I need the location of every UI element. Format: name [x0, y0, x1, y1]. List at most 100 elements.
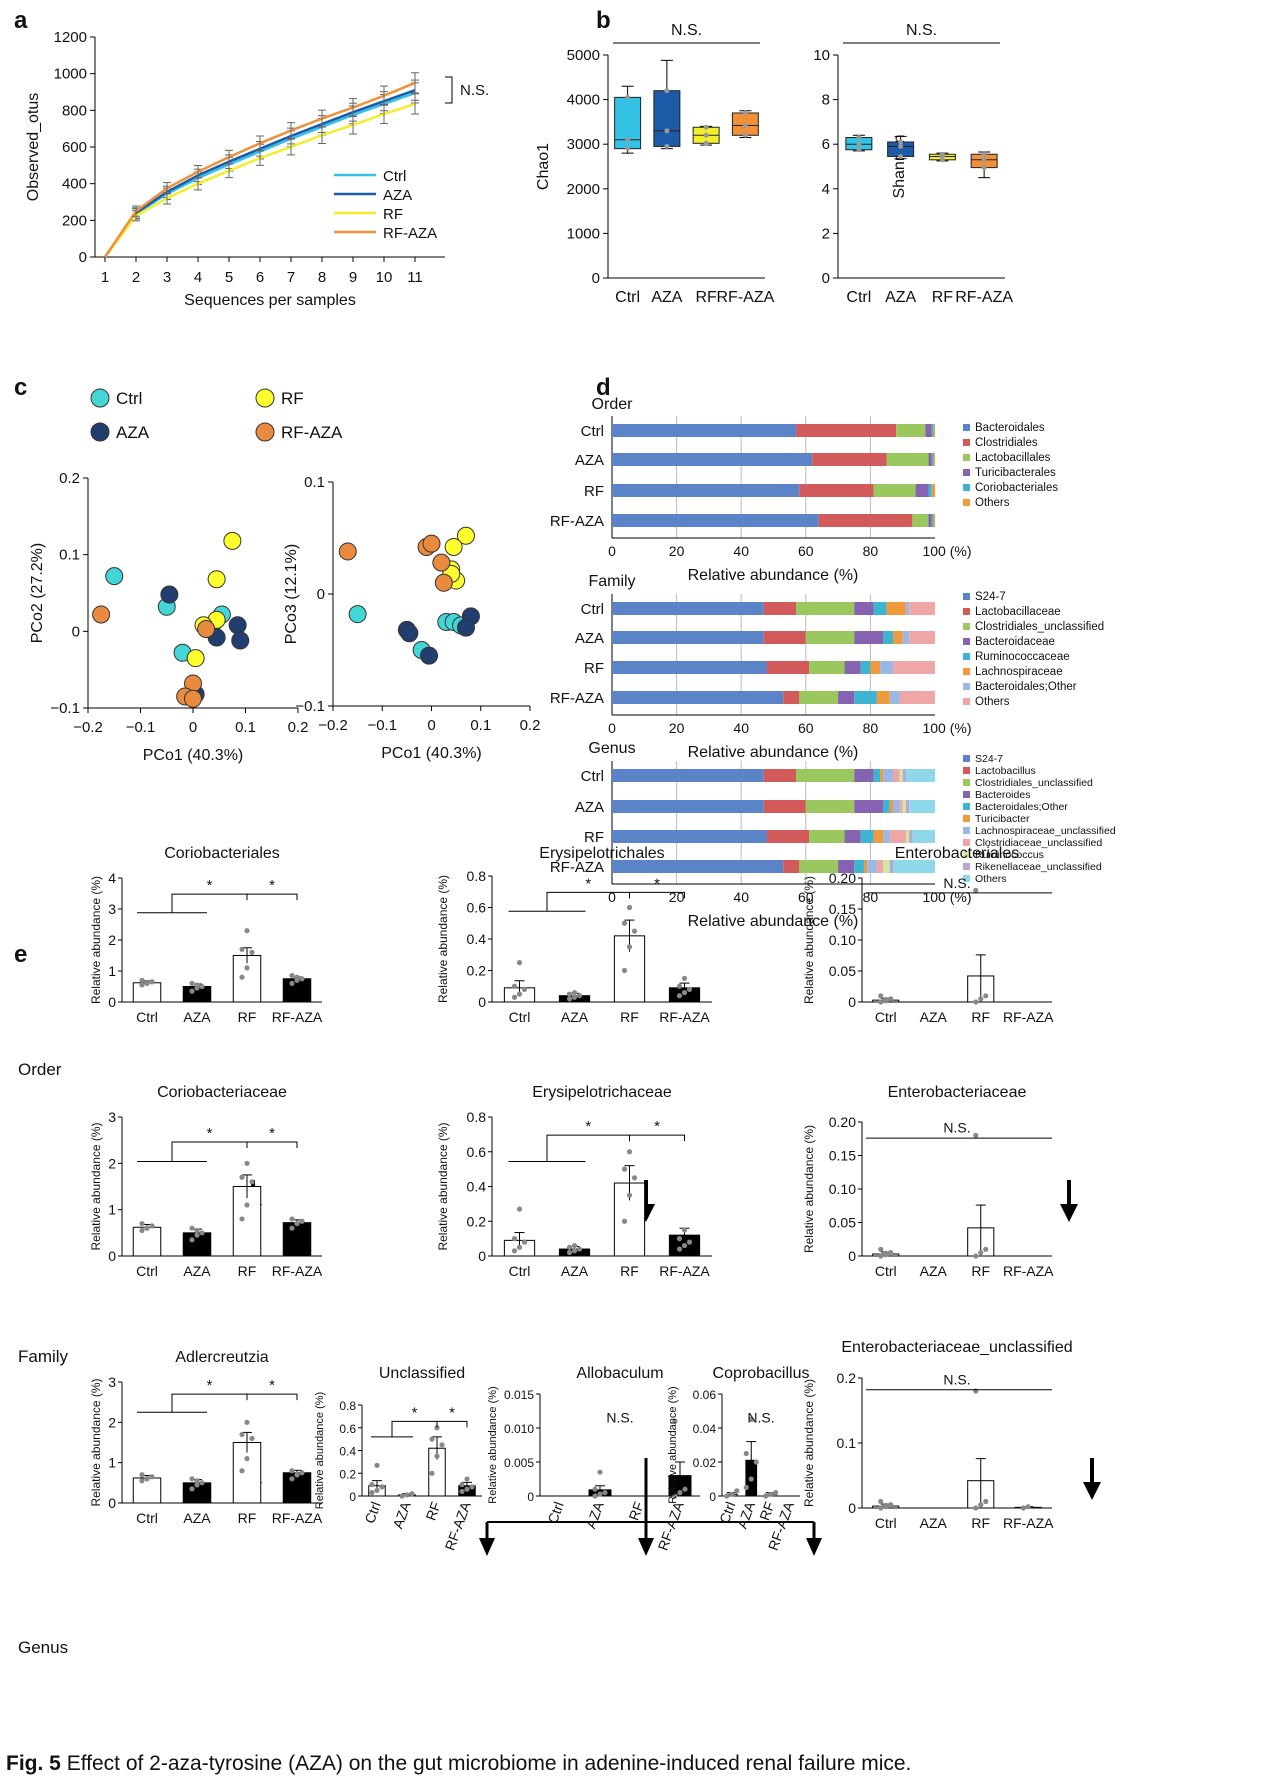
data-point	[1025, 1504, 1031, 1510]
sig-star: *	[269, 1377, 275, 1394]
x-tick-label: 2	[132, 269, 140, 286]
x-tick-label: 0	[608, 720, 616, 736]
x-tick-label: 0.2	[288, 719, 309, 736]
point-RF-AZA	[197, 620, 216, 639]
data-point	[244, 965, 250, 971]
sig-star: *	[269, 1125, 275, 1142]
segment-Bacteroides	[854, 800, 884, 813]
data-point	[566, 1249, 573, 1256]
data-point	[676, 1246, 683, 1252]
legend-label: Others	[975, 696, 1010, 708]
segment-Clostridiales_unclassified	[805, 800, 855, 813]
data-point	[626, 944, 633, 950]
panel-letter-c: c	[14, 374, 27, 401]
y-tick-label: 0.15	[829, 901, 856, 917]
sig-star: *	[585, 1118, 591, 1135]
legend-label: Lactobacillales	[975, 452, 1051, 464]
data-point	[576, 1246, 583, 1252]
data-point	[888, 996, 894, 1002]
y-tick-label: 200	[62, 212, 87, 229]
legend-label-RF: RF	[383, 206, 403, 223]
legend-label: Clostridiales_unclassified	[975, 621, 1104, 633]
y-axis-label: PCo3 (12.1%)	[283, 544, 300, 645]
data-point	[686, 986, 693, 993]
segment-Bacteroidales;Other	[883, 800, 890, 813]
x-tick-label: RF	[238, 1510, 257, 1526]
chart-title: Erysipelotrichaceae	[532, 1084, 672, 1101]
legend-label: Ruminococcaceae	[975, 651, 1070, 663]
x-tick-label: Ctrl	[875, 1009, 897, 1025]
data-point	[189, 1486, 195, 1492]
data-point	[773, 1490, 779, 1496]
y-axis-label: Relative abundance (%)	[487, 1386, 499, 1503]
y-tick-label: 3	[108, 1109, 116, 1125]
y-tick-label: 1000	[567, 225, 600, 242]
data-point	[194, 982, 200, 988]
row-label-genus: Genus	[18, 1638, 68, 1657]
x-tick-label: RF-AZA	[659, 1263, 710, 1279]
legend-swatch	[963, 638, 970, 645]
segment-Clostridiales	[818, 514, 913, 527]
sig-star: *	[585, 875, 591, 892]
sig-bracket-2	[629, 891, 685, 899]
legend-swatch	[963, 454, 970, 461]
x-tick-label: RF	[971, 1515, 990, 1531]
segment-Clostridiales_unclassified	[809, 661, 845, 674]
data-point	[676, 1236, 683, 1242]
x-tick-label: AZA	[920, 1515, 948, 1531]
ns-label: N.S.	[606, 1410, 633, 1426]
chart-box-Chao1: 0 1000 2000 3000 4000 5000 Chao1 Ctrl AZA RF RF-AZ…	[535, 22, 775, 306]
data-point	[429, 1436, 435, 1442]
data-point	[459, 1482, 465, 1488]
y-axis-label: Relative abundance (%)	[314, 1392, 326, 1509]
chart-title: Order	[592, 396, 634, 413]
data-point	[521, 1239, 528, 1245]
legend-label: Rikenellaceae_unclassified	[975, 861, 1102, 873]
legend-swatch	[963, 779, 970, 786]
x-tick-label: AZA	[582, 1499, 607, 1531]
data-point	[703, 124, 709, 130]
y-tick-label: 400	[62, 176, 87, 193]
legend-label: Ruminococcus	[975, 849, 1044, 861]
x-tick-label: 0.2	[520, 717, 541, 734]
y-tick-label: 0.05	[829, 963, 856, 979]
y-tick-label: 2	[822, 225, 830, 242]
x-tick-label: AZA	[561, 1263, 589, 1279]
segment-Lachnospiraceae_unclassified	[883, 769, 894, 782]
data-point	[856, 141, 862, 147]
legend-label: Turicibacter	[975, 813, 1030, 825]
figure-caption: Fig. 5 Effect of 2-aza-tyrosine (AZA) on…	[6, 1752, 1256, 1776]
x-tick-label: AZA	[734, 1499, 759, 1531]
y-tick-label: 0.05	[829, 1215, 856, 1231]
x-tick-label: 20	[669, 720, 685, 736]
row-label-family: Family	[18, 1347, 69, 1366]
data-point	[244, 1419, 250, 1425]
data-point	[521, 986, 528, 993]
segment-Bacteroidaceae	[854, 602, 874, 615]
x-tick-label: 11	[407, 269, 423, 286]
y-tick-label: 0	[108, 1248, 116, 1264]
chart-title: Genus	[588, 740, 635, 757]
x-tick-label: AZA	[920, 1263, 948, 1279]
data-point	[516, 1206, 523, 1212]
point-RF	[207, 570, 226, 589]
data-point	[144, 1225, 150, 1231]
segment-S24-7	[612, 769, 764, 782]
data-point	[734, 1488, 740, 1494]
chart-title: Coriobacteriales	[164, 845, 280, 862]
data-point	[664, 88, 670, 94]
segment-Lactobacillaceae	[763, 631, 806, 644]
x-tick-label: Ctrl	[136, 1510, 158, 1526]
arrow-head	[638, 1538, 654, 1556]
y-tick-label: 0.2	[467, 963, 487, 979]
data-point	[973, 887, 979, 894]
segment-Others	[912, 830, 935, 843]
y-tick-label: 0	[592, 270, 600, 287]
y-tick-label: 0	[848, 994, 856, 1010]
segment-Clostridiaceae_unclassified	[889, 830, 906, 843]
arrow-head	[806, 1538, 822, 1556]
data-point	[244, 928, 250, 934]
segment-Lachnospiraceae_unclassified	[867, 860, 877, 873]
legend-label: Lactobacillaceae	[975, 606, 1061, 618]
y-tick-label: 0.20	[829, 870, 856, 886]
